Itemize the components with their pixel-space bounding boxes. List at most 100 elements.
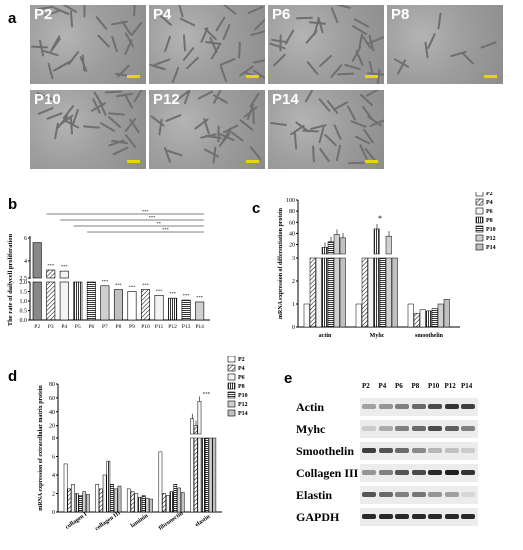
blot-band bbox=[395, 492, 409, 497]
bar bbox=[431, 308, 438, 328]
legend-swatch bbox=[475, 243, 484, 251]
cell-shape bbox=[304, 90, 315, 103]
chart-c: 100 80 60 40 20 3 2 1 0 mRNA expression of differ… bbox=[278, 192, 496, 339]
y-tick-label: 8 bbox=[52, 436, 55, 442]
blot-band bbox=[411, 514, 426, 519]
legend-label: P4 bbox=[486, 200, 493, 206]
blot-band bbox=[378, 492, 393, 497]
tile-label: P8 bbox=[391, 6, 410, 23]
cell-shape bbox=[254, 17, 265, 32]
x-tick-label: P12 bbox=[168, 324, 177, 330]
bar bbox=[134, 493, 139, 513]
legend-label: P12 bbox=[486, 236, 496, 242]
panel-b-letter: b bbox=[8, 196, 18, 213]
x-tick-label: P10 bbox=[141, 324, 150, 330]
cell-shape bbox=[269, 121, 287, 127]
cell-shape bbox=[99, 122, 116, 133]
bar bbox=[113, 289, 123, 321]
bar bbox=[67, 488, 72, 513]
scale-bar bbox=[365, 160, 378, 163]
cell-shape bbox=[133, 90, 144, 103]
bar-upper bbox=[333, 234, 340, 255]
blot-band bbox=[362, 492, 376, 497]
legend-label: P2 bbox=[238, 357, 245, 363]
bar bbox=[190, 437, 194, 513]
bar bbox=[113, 488, 118, 513]
bar bbox=[117, 485, 122, 513]
bar bbox=[321, 257, 328, 328]
bar-lower bbox=[46, 281, 56, 321]
bar-upper bbox=[59, 270, 69, 279]
micrograph-p12: P12 bbox=[149, 90, 265, 169]
bar bbox=[355, 303, 362, 328]
axis-break bbox=[26, 279, 34, 282]
blot-band bbox=[428, 514, 442, 519]
significance-mark: *** bbox=[115, 283, 123, 288]
blot-band bbox=[428, 470, 442, 475]
blot-band bbox=[428, 426, 442, 431]
legend-swatch bbox=[227, 373, 236, 381]
cell-shape bbox=[335, 144, 341, 162]
scale-bar bbox=[246, 160, 259, 163]
micrograph-p6: P6 bbox=[268, 5, 384, 84]
bar bbox=[303, 303, 310, 328]
blot-strip bbox=[360, 508, 478, 526]
cell-shape bbox=[436, 12, 442, 30]
blot-band bbox=[461, 492, 475, 497]
cell-shape bbox=[252, 57, 265, 64]
cell-shape bbox=[107, 112, 125, 116]
bar bbox=[373, 257, 380, 328]
significance-mark: *** bbox=[61, 264, 69, 269]
cell-shape bbox=[82, 124, 100, 129]
x-tick-label: P2 bbox=[34, 324, 40, 330]
bar bbox=[158, 451, 163, 513]
tile-label: P14 bbox=[272, 91, 299, 108]
blot-lane-label: P12 bbox=[444, 382, 456, 390]
blot-row-label: Smoothelin bbox=[296, 444, 355, 458]
cell-shape bbox=[110, 35, 118, 53]
x-tick-label: actin bbox=[319, 333, 332, 339]
blot-band bbox=[362, 404, 376, 409]
micrograph-p8: P8 bbox=[387, 5, 503, 84]
blot-band bbox=[362, 426, 376, 431]
blot-band bbox=[378, 426, 393, 431]
cell-shape bbox=[177, 5, 185, 18]
cell-shape bbox=[95, 15, 108, 30]
cell-shape bbox=[214, 16, 226, 32]
cell-shape bbox=[221, 23, 231, 40]
bar bbox=[95, 484, 100, 513]
legend-swatch bbox=[227, 400, 236, 408]
bar bbox=[419, 309, 426, 328]
cell-shape bbox=[130, 21, 143, 37]
blot-row-label: Elastin bbox=[296, 488, 333, 502]
bar bbox=[78, 495, 83, 513]
bar bbox=[201, 437, 206, 513]
bar bbox=[169, 491, 174, 513]
blot-band bbox=[411, 448, 426, 453]
bar bbox=[208, 437, 213, 513]
blot-band bbox=[362, 514, 376, 519]
cell-shape bbox=[318, 54, 333, 68]
significance-mark: * bbox=[378, 214, 382, 223]
bar-upper bbox=[321, 247, 328, 255]
blot-strip bbox=[360, 486, 478, 504]
x-tick-label: elastin bbox=[194, 514, 212, 529]
cell-shape bbox=[219, 57, 236, 67]
cell-shape bbox=[460, 51, 475, 65]
bar bbox=[413, 312, 420, 328]
bar bbox=[82, 491, 87, 513]
cell-shape bbox=[304, 30, 318, 45]
blot-band bbox=[411, 492, 426, 497]
cell-shape bbox=[239, 119, 254, 132]
y-tick-label: 4 bbox=[52, 473, 55, 479]
bar bbox=[138, 496, 142, 513]
cell-shape bbox=[365, 90, 382, 97]
cell-shape bbox=[71, 108, 80, 126]
cell-shape bbox=[479, 40, 497, 49]
legend-swatch bbox=[475, 192, 484, 197]
bar bbox=[165, 495, 170, 513]
blot-row-label: Collagen III bbox=[296, 466, 359, 480]
y-tick-label: 100 bbox=[286, 198, 295, 204]
cell-shape bbox=[150, 114, 166, 127]
significance-mark: *** bbox=[203, 392, 211, 397]
